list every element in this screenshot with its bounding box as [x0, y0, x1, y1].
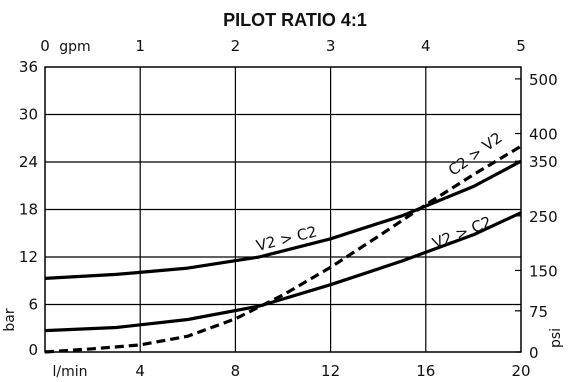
plot-frame	[44, 66, 522, 353]
series-line-3	[44, 144, 522, 354]
x2-tick-label: 5	[516, 37, 526, 55]
y2-tick-label: 150	[529, 262, 558, 280]
chart-title: PILOT RATIO 4:1	[223, 10, 367, 30]
x2-tick-label: 3	[326, 37, 336, 55]
x2-axis-label: gpm	[59, 39, 90, 55]
grid	[45, 67, 521, 352]
x-tick-label: 4	[135, 362, 145, 380]
y-tick-label: 6	[28, 296, 38, 314]
y-tick-label: 36	[19, 58, 38, 76]
y-tick-label: 30	[19, 106, 38, 124]
y2-tick-label: 350	[529, 153, 558, 171]
x2-tick-label: 2	[231, 37, 241, 55]
x2-tick-label: 4	[421, 37, 431, 55]
x-tick-label: 8	[231, 362, 241, 380]
y2-tick-label: 500	[529, 71, 558, 89]
y2-axis-label: psi	[548, 328, 564, 348]
y2-tick-label: 250	[529, 208, 558, 226]
y-tick-label: 18	[19, 201, 38, 219]
y-tick-label: 12	[19, 248, 38, 266]
series-line-2	[44, 211, 522, 333]
plot-border	[44, 66, 522, 353]
y-tick-label: 24	[19, 153, 38, 171]
x2-tick-label: 1	[135, 37, 145, 55]
x-tick-label: 12	[321, 362, 340, 380]
y2-tick-label: 0	[529, 344, 539, 362]
series-layer	[44, 144, 522, 354]
y-axis-label: bar	[2, 308, 18, 331]
x-tick-label: 20	[511, 362, 530, 380]
x-axis-label: l/min	[52, 364, 87, 380]
x2-tick-label: 0	[40, 37, 50, 55]
series-line-1	[44, 159, 522, 280]
y2-tick-label: 75	[529, 303, 548, 321]
x-tick-label: 16	[416, 362, 435, 380]
series-annotation-2: V2 > C2	[430, 213, 494, 253]
y2-tick-label: 400	[529, 126, 558, 144]
y-tick-label: 0	[28, 341, 38, 359]
